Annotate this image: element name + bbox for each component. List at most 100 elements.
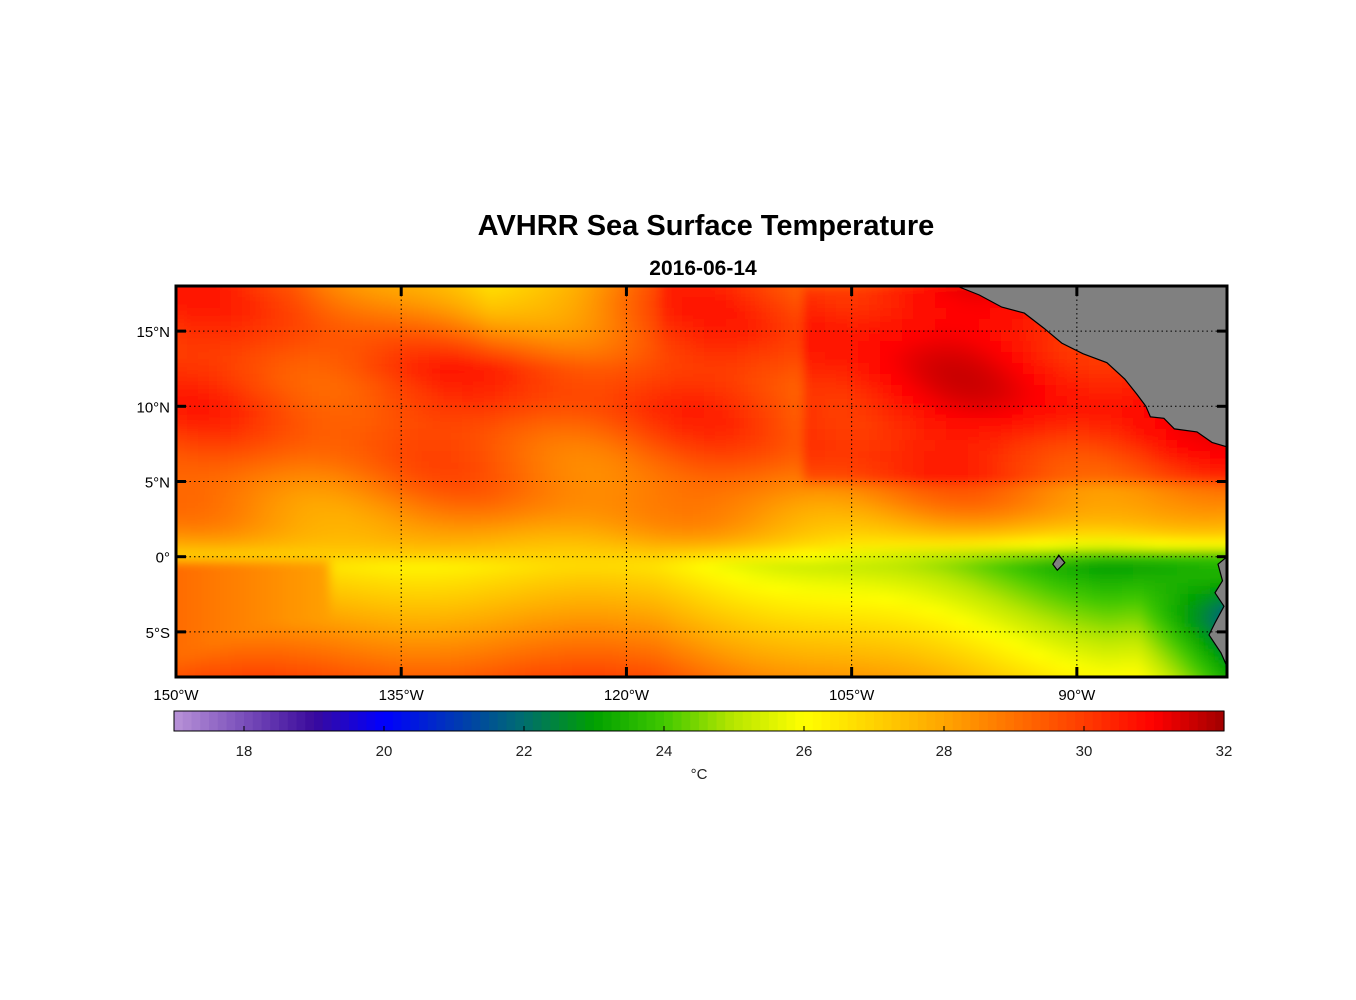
sst-cell xyxy=(737,418,749,430)
sst-cell xyxy=(1177,583,1189,595)
sst-cell xyxy=(847,495,859,507)
sst-cell xyxy=(253,451,265,463)
sst-cell xyxy=(297,605,309,617)
sst-cell xyxy=(275,550,287,562)
sst-cell xyxy=(1001,495,1013,507)
sst-cell xyxy=(231,627,243,639)
sst-cell xyxy=(231,682,243,694)
sst-cell xyxy=(869,572,881,584)
sst-cell xyxy=(396,396,408,408)
sst-cell xyxy=(473,451,485,463)
sst-cell xyxy=(473,363,485,375)
sst-cell xyxy=(660,583,672,595)
sst-cell xyxy=(1155,561,1167,573)
sst-cell xyxy=(231,319,243,331)
sst-cell xyxy=(638,649,650,661)
sst-cell xyxy=(330,286,342,298)
sst-cell xyxy=(297,561,309,573)
sst-cell xyxy=(220,605,232,617)
sst-cell xyxy=(594,319,606,331)
sst-cell xyxy=(330,539,342,551)
sst-cell xyxy=(297,396,309,408)
sst-cell xyxy=(814,649,826,661)
sst-cell xyxy=(275,341,287,353)
sst-cell xyxy=(1056,638,1068,650)
sst-cell xyxy=(1188,660,1200,672)
sst-cell xyxy=(396,638,408,650)
sst-cell xyxy=(1232,638,1244,650)
sst-cell xyxy=(539,572,551,584)
sst-cell xyxy=(858,583,870,595)
lat-tick-label: 0° xyxy=(156,550,170,567)
sst-cell xyxy=(957,484,969,496)
sst-cell xyxy=(231,561,243,573)
sst-cell xyxy=(385,297,397,309)
sst-cell xyxy=(385,495,397,507)
sst-cell xyxy=(1111,462,1123,474)
sst-cell xyxy=(253,550,265,562)
sst-cell xyxy=(825,396,837,408)
sst-cell xyxy=(858,572,870,584)
sst-cell xyxy=(528,605,540,617)
colorbar-swatch xyxy=(847,711,858,731)
sst-cell xyxy=(1122,451,1134,463)
sst-cell xyxy=(187,671,199,677)
sst-cell xyxy=(385,539,397,551)
sst-cell xyxy=(1056,583,1068,595)
sst-cell xyxy=(1133,649,1145,661)
sst-cell xyxy=(418,308,430,320)
sst-cell xyxy=(231,330,243,342)
sst-cell xyxy=(1133,484,1145,496)
sst-cell xyxy=(517,297,529,309)
sst-cell xyxy=(462,517,474,529)
sst-cell xyxy=(363,627,375,639)
sst-cell xyxy=(847,429,859,441)
sst-cell xyxy=(825,528,837,540)
sst-cell xyxy=(726,616,738,628)
sst-cell xyxy=(836,451,848,463)
sst-cell xyxy=(1232,616,1244,628)
sst-cell xyxy=(891,594,903,606)
sst-cell xyxy=(737,451,749,463)
sst-cell xyxy=(1199,638,1211,650)
sst-cell xyxy=(418,517,430,529)
sst-cell xyxy=(429,473,441,485)
sst-cell xyxy=(979,352,991,364)
sst-cell xyxy=(715,550,727,562)
sst-cell xyxy=(869,528,881,540)
sst-cell xyxy=(1111,429,1123,441)
colorbar-swatch xyxy=(935,711,945,731)
sst-cell xyxy=(858,319,870,331)
sst-cell xyxy=(253,561,265,573)
sst-cell xyxy=(396,506,408,518)
sst-cell xyxy=(396,418,408,430)
sst-cell xyxy=(1122,605,1134,617)
sst-cell xyxy=(1012,330,1024,342)
sst-cell xyxy=(803,660,815,672)
sst-cell xyxy=(748,429,760,441)
sst-cell xyxy=(968,583,980,595)
sst-cell xyxy=(891,462,903,474)
sst-cell xyxy=(1078,572,1090,584)
sst-cell xyxy=(957,418,969,430)
sst-cell xyxy=(924,583,936,595)
sst-cell xyxy=(1023,451,1035,463)
sst-cell xyxy=(319,616,331,628)
sst-cell xyxy=(1056,594,1068,606)
sst-cell xyxy=(781,418,793,430)
colorbar-swatch xyxy=(602,711,613,731)
sst-cell xyxy=(308,660,320,672)
sst-cell xyxy=(561,374,573,386)
sst-cell xyxy=(528,396,540,408)
sst-cell xyxy=(935,341,947,353)
sst-cell xyxy=(836,572,848,584)
sst-cell xyxy=(484,539,496,551)
sst-cell xyxy=(836,374,848,386)
sst-cell xyxy=(913,440,925,452)
colorbar-swatch xyxy=(926,711,936,731)
sst-cell xyxy=(429,396,441,408)
sst-cell xyxy=(649,440,661,452)
sst-cell xyxy=(561,638,573,650)
sst-cell xyxy=(594,385,606,397)
sst-cell xyxy=(825,616,837,628)
